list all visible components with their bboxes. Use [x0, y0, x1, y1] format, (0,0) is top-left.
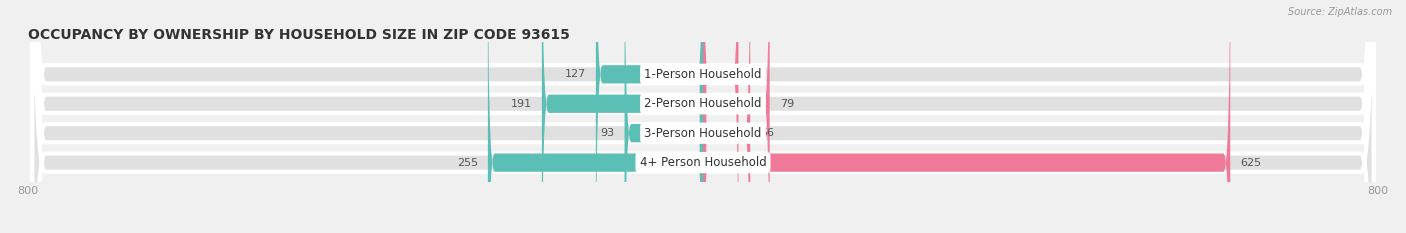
Text: OCCUPANCY BY OWNERSHIP BY HOUSEHOLD SIZE IN ZIP CODE 93615: OCCUPANCY BY OWNERSHIP BY HOUSEHOLD SIZE…	[28, 28, 569, 42]
Text: 1-Person Household: 1-Person Household	[644, 68, 762, 81]
Text: 2-Person Household: 2-Person Household	[644, 97, 762, 110]
Text: 3-Person Household: 3-Person Household	[644, 127, 762, 140]
Text: 191: 191	[510, 99, 531, 109]
Text: Source: ZipAtlas.com: Source: ZipAtlas.com	[1288, 7, 1392, 17]
FancyBboxPatch shape	[624, 0, 703, 233]
Text: 56: 56	[761, 128, 775, 138]
Text: 42: 42	[748, 69, 763, 79]
FancyBboxPatch shape	[703, 0, 738, 233]
Text: 127: 127	[564, 69, 586, 79]
FancyBboxPatch shape	[703, 0, 1230, 233]
FancyBboxPatch shape	[541, 0, 703, 233]
Text: 255: 255	[457, 158, 478, 168]
FancyBboxPatch shape	[488, 0, 703, 233]
Text: 79: 79	[780, 99, 794, 109]
FancyBboxPatch shape	[703, 0, 769, 233]
FancyBboxPatch shape	[32, 0, 1374, 233]
FancyBboxPatch shape	[32, 0, 1374, 233]
FancyBboxPatch shape	[703, 0, 751, 233]
FancyBboxPatch shape	[32, 0, 1374, 233]
Text: 625: 625	[1240, 158, 1261, 168]
Text: 93: 93	[600, 128, 614, 138]
FancyBboxPatch shape	[32, 0, 1374, 233]
Text: 4+ Person Household: 4+ Person Household	[640, 156, 766, 169]
FancyBboxPatch shape	[596, 0, 703, 233]
